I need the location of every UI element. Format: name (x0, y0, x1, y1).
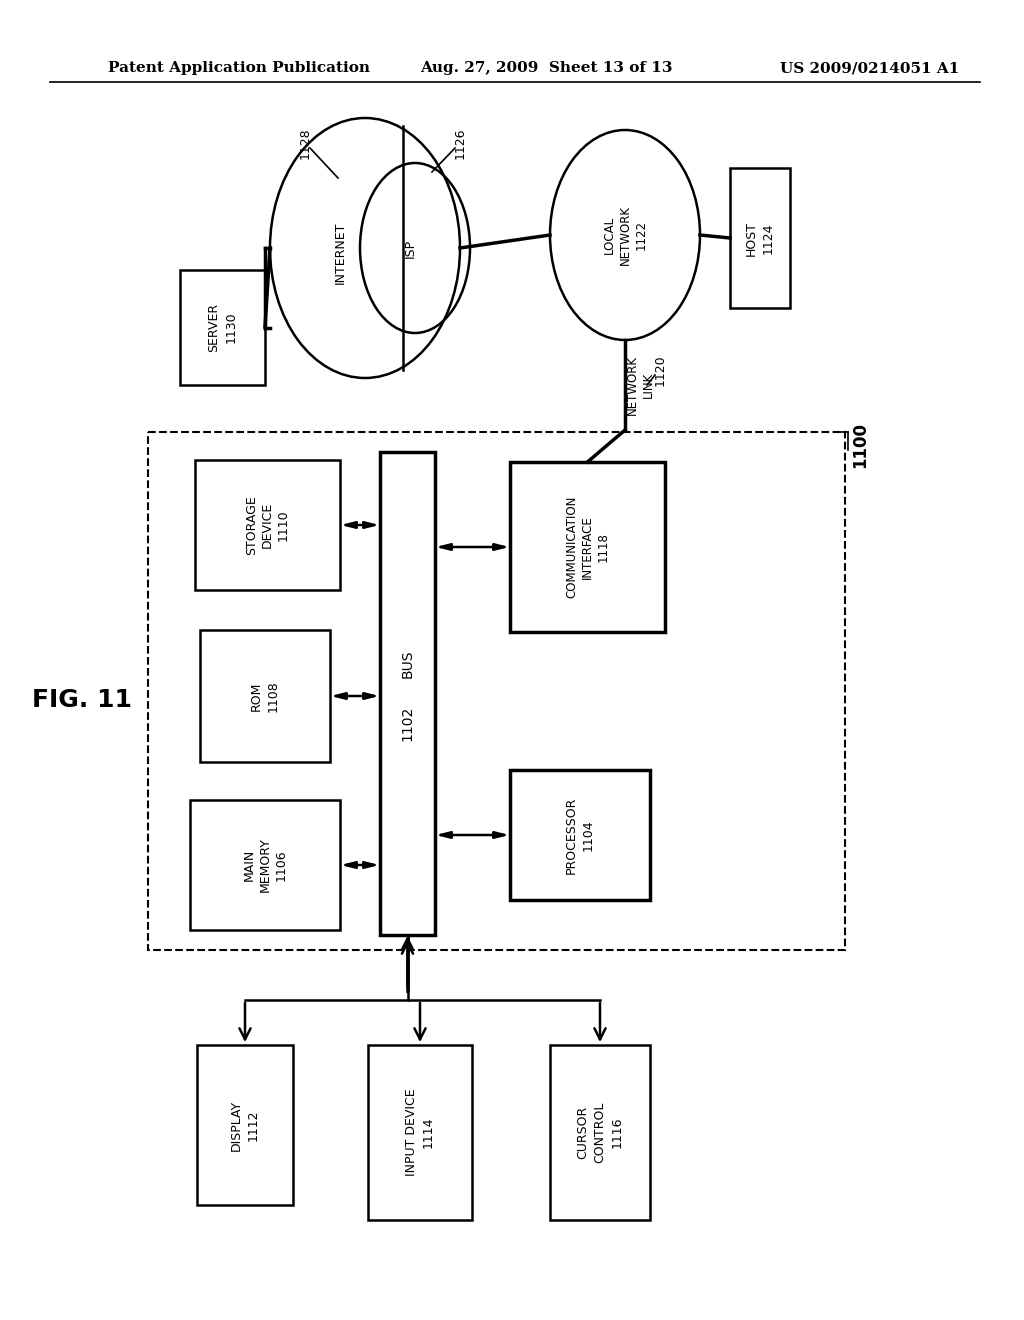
Text: CURSOR
CONTROL
1116: CURSOR CONTROL 1116 (577, 1102, 624, 1163)
Text: LOCAL
NETWORK
1122: LOCAL NETWORK 1122 (602, 205, 647, 265)
Text: MAIN
MEMORY
1106: MAIN MEMORY 1106 (243, 838, 288, 892)
Text: 1126: 1126 (454, 127, 467, 158)
Text: DISPLAY
1112: DISPLAY 1112 (230, 1100, 260, 1151)
Text: ROM
1108: ROM 1108 (250, 680, 280, 711)
Text: STORAGE
DEVICE
1110: STORAGE DEVICE 1110 (245, 495, 290, 554)
Text: COMMUNICATION
INTERFACE
1118: COMMUNICATION INTERFACE 1118 (565, 496, 610, 598)
Text: 1128: 1128 (299, 127, 311, 158)
Text: NETWORK
LINK: NETWORK LINK (626, 355, 654, 414)
Text: SERVER
1130: SERVER 1130 (208, 302, 238, 352)
Text: INTERNET: INTERNET (334, 222, 346, 284)
Text: Patent Application Publication: Patent Application Publication (108, 61, 370, 75)
Text: FIG. 11: FIG. 11 (32, 688, 132, 711)
Text: 1100: 1100 (851, 422, 869, 469)
Text: HOST
1124: HOST 1124 (745, 220, 775, 256)
Text: US 2009/0214051 A1: US 2009/0214051 A1 (780, 61, 959, 75)
Text: BUS: BUS (400, 649, 415, 677)
Text: PROCESSOR
1104: PROCESSOR 1104 (565, 796, 595, 874)
Text: INPUT DEVICE
1114: INPUT DEVICE 1114 (406, 1089, 435, 1176)
Text: 1120: 1120 (653, 354, 667, 385)
Text: ISP: ISP (403, 239, 417, 257)
Text: Aug. 27, 2009  Sheet 13 of 13: Aug. 27, 2009 Sheet 13 of 13 (420, 61, 673, 75)
Text: 1102: 1102 (400, 706, 415, 741)
